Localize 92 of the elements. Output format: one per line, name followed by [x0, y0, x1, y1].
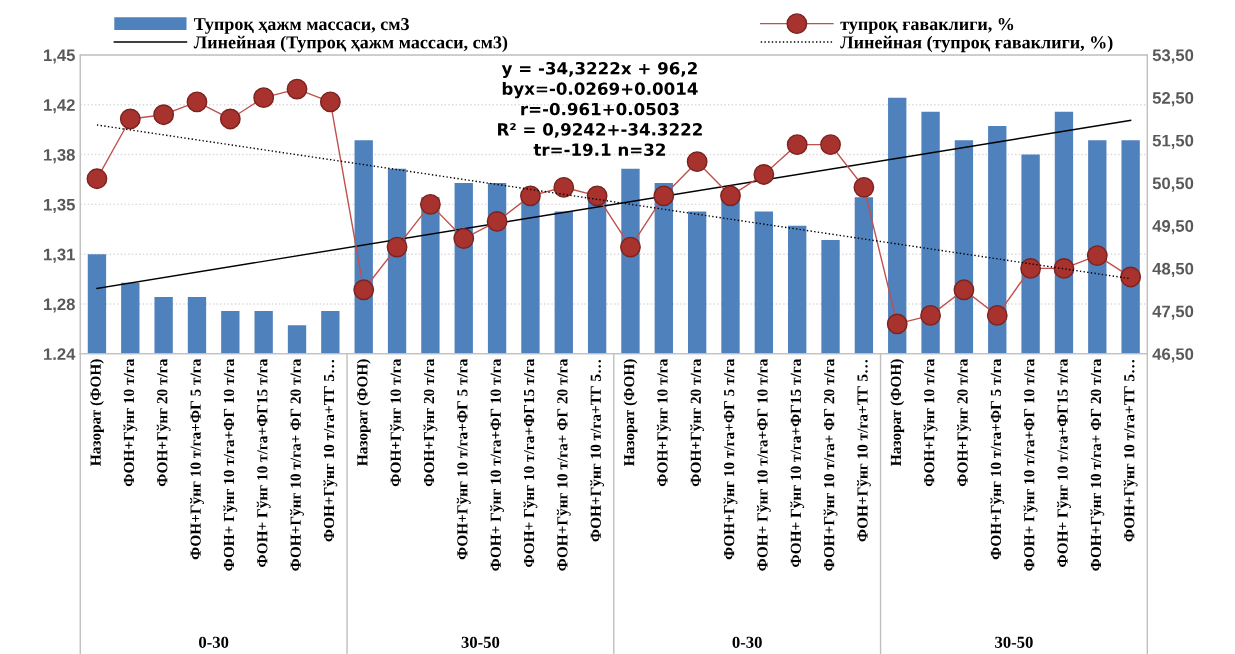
x-tick-label: ФОН+Гўнг 20 т/га — [423, 358, 438, 487]
y-tick-label: 1,45 — [44, 49, 75, 64]
point — [119, 108, 141, 130]
point — [653, 185, 675, 207]
legend-label: Линейная (Тупроқ ҳажм массаси, см3) — [193, 35, 508, 53]
x-tick-label: Назорат (ФОН) — [356, 359, 371, 466]
x-tick-label: ФОН+ Гўнг 10 т/га+ФГ15 т/га — [256, 358, 271, 567]
x-tick-label: ФОН+Гўнг 10 т/га+ ФГ 20 т/га — [556, 358, 571, 571]
y2-tick-label: 48,50 — [1152, 262, 1194, 278]
x-tick-label: ФОН+Гўнг 10 т/га — [123, 358, 138, 487]
x-tick-label: ФОН+ Гўнг 10 т/га+ФГ 10 т/га — [490, 358, 505, 571]
point — [153, 104, 175, 126]
y2-tick-label: 51,50 — [1152, 134, 1194, 149]
x-tick-label: ФОН+Гўнг 10 т/га+ ФГ 20 т/га — [1090, 358, 1105, 571]
annotation: r=-0.961+0.0503 — [521, 102, 679, 116]
x-tick-label: ФОН+Гўнг 10 т/га+ФГ 5 т/га — [990, 358, 1005, 560]
point — [86, 168, 108, 190]
y2-tick-label: 46,50 — [1152, 348, 1194, 363]
x-tick-label: ФОН+Гўнг 10 т/га+ФГ 5 т/га — [456, 358, 471, 560]
x-tick-label: ФОН+Гўнг 10 т/га — [656, 358, 671, 487]
annotation: y = -34,3222x + 96,2 — [501, 61, 697, 78]
annotation: tr=-19.1 n=32 — [533, 143, 665, 157]
point — [686, 151, 708, 173]
legend-label: Линейная (тупроқ ғаваклиги, %) — [840, 35, 1113, 53]
point — [219, 108, 241, 130]
x-tick-label: Назорат (ФОН) — [623, 359, 638, 466]
x-tick-label: ФОН+Гўнг 10 т/га+ФГ 5 т/га — [190, 358, 204, 560]
x-tick-label: ФОН+Гўнг 20 т/га — [690, 358, 705, 487]
x-tick-label: ФОН+Гўнг 20 т/га — [156, 358, 171, 487]
point — [419, 193, 441, 215]
point — [620, 236, 641, 258]
y-tick-label: 1,28 — [44, 298, 75, 313]
x-tick-label: Назорат (ФОН) — [90, 359, 104, 466]
point — [953, 279, 975, 301]
point — [453, 228, 475, 249]
legend-label: тупроқ ғаваклиги, % — [840, 17, 1014, 34]
x-tick-label: ФОН+Гўнг 10 т/га — [390, 358, 404, 487]
point — [1053, 258, 1075, 279]
y-tick-label: 1.24 — [44, 348, 76, 360]
point — [920, 304, 941, 326]
point — [520, 185, 541, 207]
x-tick-label: ФОН+Гўнг 10 т/га+ТГ 5… — [590, 359, 605, 542]
point — [886, 313, 908, 335]
y2-tick-label: 47,50 — [1152, 305, 1194, 320]
point — [986, 304, 1008, 326]
y2-tick-label: 52,50 — [1152, 92, 1194, 107]
point — [1020, 258, 1042, 279]
legend-label: Тупроқ ҳажм массаси, см3 — [194, 18, 409, 34]
x-tick-label: ФОН+Гўнг 10 т/га — [923, 358, 938, 487]
text: 30-50 — [461, 636, 500, 648]
text: 0-30 — [199, 636, 229, 648]
text: 30-50 — [995, 636, 1033, 648]
point — [319, 91, 341, 113]
y2-tick-label: 49,50 — [1152, 220, 1194, 235]
point — [786, 134, 808, 156]
x-tick-label: ФОН+Гўнг 10 т/га+ТГ 5… — [857, 359, 871, 542]
point — [486, 211, 508, 232]
annotation: R² = 0,9242+-34.3222 — [498, 123, 702, 138]
y2-tick-label: 50,50 — [1152, 177, 1194, 192]
annotation: byx=-0.0269+0.0014 — [502, 82, 698, 99]
point — [1120, 266, 1142, 288]
y-tick-label: 1,35 — [44, 198, 75, 213]
x-tick-label: ФОН+Гўнг 10 т/га+ФГ 5 т/га — [723, 358, 738, 560]
point — [553, 176, 575, 198]
x-tick-label: ФОН+Гўнг 10 т/га+ ФГ 20 т/га — [823, 358, 838, 571]
x-tick-label: ФОН+ Гўнг 10 т/га+ФГ 10 т/га — [1023, 358, 1038, 571]
x-tick-label: ФОН+ Гўнг 10 т/га+ФГ 10 т/га — [223, 358, 238, 571]
x-tick-label: ФОН+Гўнг 10 т/га+ТГ 5… — [1123, 359, 1138, 542]
x-tick-label: ФОН+ Гўнг 10 т/га+ФГ15 т/га — [523, 358, 538, 567]
point — [186, 91, 208, 113]
x-tick-label: ФОН+ Гўнг 10 т/га+ФГ15 т/га — [790, 358, 805, 567]
y-tick-label: 1,38 — [44, 148, 75, 164]
x-tick-label: ФОН+Гўнг 20 т/га — [957, 358, 971, 487]
x-tick-label: ФОН+ Гўнг 10 т/га+ФГ 10 т/га — [756, 358, 771, 571]
y-tick-label: 1,42 — [44, 99, 75, 114]
point — [720, 185, 741, 207]
point — [253, 87, 275, 109]
x-tick-label: ФОН+Гўнг 10 т/га+ТГ 5… — [323, 359, 338, 542]
point — [353, 279, 375, 301]
y-tick-label: 1,31 — [44, 248, 75, 263]
x-tick-label: ФОН+ Гўнг 10 т/га+ФГ15 т/га — [1057, 358, 1071, 567]
point — [386, 236, 408, 258]
x-tick-label: ФОН+Гўнг 10 т/га+ ФГ 20 т/га — [290, 358, 304, 571]
point — [1086, 245, 1108, 267]
y2-tick-label: 53,50 — [1152, 49, 1194, 64]
x-tick-label: Назорат (ФОН) — [890, 359, 905, 466]
point — [853, 176, 875, 198]
point — [820, 134, 841, 156]
point — [286, 78, 308, 100]
point — [753, 164, 775, 185]
point — [586, 185, 608, 207]
text: 0-30 — [732, 636, 762, 648]
